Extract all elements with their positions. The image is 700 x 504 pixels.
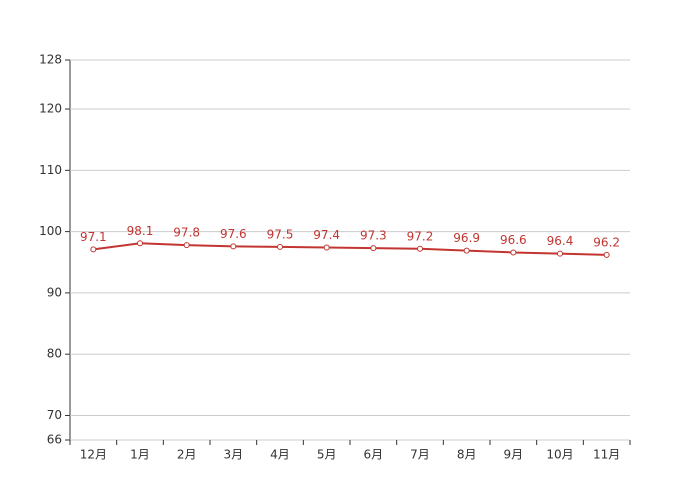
y-tick-label: 66 — [47, 433, 62, 447]
x-tick-label: 7月 — [410, 448, 430, 462]
y-tick-label: 90 — [47, 285, 62, 299]
point — [370, 245, 377, 252]
x-tick-label: 9月 — [504, 448, 524, 462]
point — [603, 251, 610, 258]
point — [90, 246, 97, 253]
x-tick-label: 3月 — [224, 448, 244, 462]
point — [417, 245, 423, 252]
data-label: 96.2 — [593, 235, 620, 249]
x-tick-label: 4月 — [270, 448, 290, 462]
y-tick-label: 128 — [39, 53, 62, 67]
data-label: 97.1 — [80, 230, 107, 244]
y-tick-label: 80 — [47, 347, 62, 361]
data-label: 96.4 — [547, 234, 574, 248]
x-tick-label: 5月 — [317, 448, 337, 462]
data-label: 97.5 — [267, 227, 294, 241]
point — [463, 247, 470, 254]
y-tick-label: 70 — [47, 408, 62, 422]
data-label: 97.6 — [220, 227, 247, 241]
data-label: 97.3 — [360, 229, 387, 243]
x-tick-label: 8月 — [457, 448, 477, 462]
x-tick-label: 11月 — [593, 448, 620, 462]
y-tick-label: 120 — [39, 102, 62, 116]
point — [183, 242, 190, 249]
point — [557, 250, 563, 257]
line — [93, 242, 607, 256]
x-tick-label: 1月 — [130, 448, 150, 462]
point — [277, 243, 283, 250]
y-tick-label: 110 — [39, 163, 62, 177]
point — [510, 249, 517, 256]
x-tick-label: 6月 — [364, 448, 384, 462]
data-label: 96.6 — [500, 233, 527, 247]
y-tick-label: 100 — [39, 224, 62, 238]
point — [137, 240, 143, 247]
data-label: 96.9 — [453, 231, 480, 245]
data-label: 98.1 — [127, 224, 154, 238]
point — [323, 244, 330, 251]
point — [230, 243, 237, 250]
data-label: 97.2 — [407, 229, 434, 243]
data-label: 97.4 — [313, 228, 340, 242]
x-tick-label: 2月 — [177, 448, 197, 462]
x-tick-label: 12月 — [80, 448, 107, 462]
x-tick-label: 10月 — [546, 448, 573, 462]
data-label: 97.8 — [173, 226, 200, 240]
